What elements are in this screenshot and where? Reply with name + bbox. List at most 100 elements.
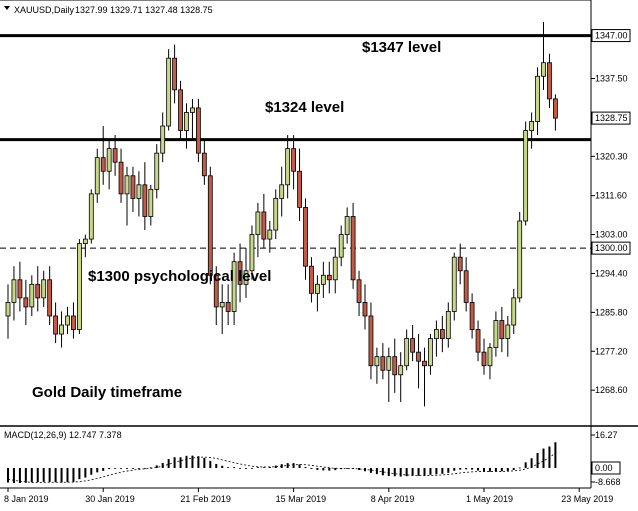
candle-body bbox=[517, 220, 523, 299]
macd-bar bbox=[453, 468, 456, 471]
candle-body bbox=[243, 270, 249, 285]
macd-bar bbox=[524, 462, 527, 468]
macd-bar bbox=[245, 468, 247, 469]
macd-bar bbox=[239, 468, 242, 469]
candle-body bbox=[118, 161, 124, 195]
date-tick-label: 8 Jan 2019 bbox=[4, 494, 49, 504]
macd-bar bbox=[215, 463, 218, 468]
candle-body bbox=[457, 256, 463, 272]
macd-bar bbox=[488, 468, 491, 472]
candle-body bbox=[41, 279, 47, 299]
candle-body bbox=[481, 351, 487, 367]
macd-bar bbox=[78, 468, 81, 480]
macd-bar bbox=[417, 468, 420, 476]
macd-bar bbox=[54, 468, 57, 483]
price-axis: 1347.00 1337.50 1328.75 1320.30 1311.60 1303.… bbox=[591, 29, 631, 395]
candle-body bbox=[553, 98, 558, 119]
macd-label: MACD(12,26,9) 12.747 7.378 bbox=[4, 430, 122, 440]
macd-bar bbox=[346, 468, 349, 469]
candle-body bbox=[451, 256, 457, 312]
macd-bar bbox=[131, 468, 134, 469]
macd-bar bbox=[227, 467, 230, 468]
macd-bar bbox=[197, 456, 200, 468]
macd-bar bbox=[393, 468, 396, 477]
candle-body bbox=[207, 175, 213, 276]
candle-body bbox=[130, 175, 136, 199]
macd-bar bbox=[322, 468, 325, 471]
candle-body bbox=[29, 283, 35, 308]
macd-bar bbox=[274, 465, 277, 468]
candle-body bbox=[219, 302, 225, 308]
macd-bar bbox=[84, 468, 87, 478]
macd-bar bbox=[209, 460, 212, 468]
macd-bar bbox=[256, 467, 259, 468]
macd-bar bbox=[185, 455, 188, 468]
macd-bar bbox=[42, 468, 45, 482]
header: XAUUSD,Daily 1327.99 1329.71 1327.48 132… bbox=[4, 5, 213, 15]
candle-body bbox=[285, 148, 291, 186]
collapse-triangle-icon[interactable] bbox=[4, 6, 10, 10]
macd-tick-label: 0.00 bbox=[595, 463, 613, 473]
candle-body bbox=[475, 329, 481, 353]
macd-bar bbox=[221, 465, 224, 468]
candle-body bbox=[237, 261, 243, 285]
candle-body bbox=[77, 243, 82, 330]
candle-body bbox=[11, 279, 17, 303]
macd-bar bbox=[250, 468, 253, 469]
macd-bar bbox=[441, 468, 444, 474]
macd-bar bbox=[405, 468, 408, 477]
candle-body bbox=[100, 157, 106, 172]
candle-body bbox=[380, 356, 386, 371]
macd-bar bbox=[12, 468, 15, 484]
macd-bar bbox=[399, 468, 402, 477]
candle-body bbox=[410, 338, 416, 353]
macd-bar bbox=[137, 468, 140, 469]
macd-bar bbox=[36, 468, 39, 483]
macd-bar bbox=[108, 468, 111, 470]
candle-body bbox=[392, 356, 398, 376]
candle-body bbox=[356, 279, 362, 303]
macd-bar bbox=[203, 457, 206, 468]
candle-body bbox=[59, 324, 64, 335]
macd-bar bbox=[542, 448, 545, 468]
candle-body bbox=[82, 238, 88, 245]
macd-bar bbox=[358, 468, 361, 470]
macd-bar bbox=[554, 442, 557, 468]
macd-tick-label: 16.27 bbox=[595, 430, 618, 440]
candle-body bbox=[124, 175, 130, 195]
macd-bar bbox=[411, 468, 414, 476]
price-tick-label: 1311.60 bbox=[595, 191, 627, 201]
macd-bar bbox=[304, 466, 307, 468]
candle-body bbox=[184, 112, 189, 131]
candle-body bbox=[398, 365, 404, 376]
price-tick-label: 1277.20 bbox=[595, 346, 628, 356]
macd-bar bbox=[292, 463, 295, 468]
macd-bar bbox=[518, 467, 521, 469]
candle-body bbox=[225, 302, 231, 312]
candle-body bbox=[94, 157, 100, 195]
candle-body bbox=[17, 279, 23, 299]
date-tick-label: 30 Jan 2019 bbox=[85, 494, 135, 504]
macd-axis: 16.27 0.00 -8.668 bbox=[591, 430, 621, 487]
macd-label-box bbox=[591, 461, 621, 475]
macd-bar bbox=[66, 468, 69, 483]
candle-body bbox=[112, 148, 118, 163]
candle-body bbox=[416, 351, 421, 362]
price-tick-label: 1320.30 bbox=[595, 151, 628, 161]
macd-bar bbox=[500, 468, 503, 472]
candle-body bbox=[53, 315, 58, 335]
macd-bar bbox=[310, 468, 313, 469]
macd-bar bbox=[262, 467, 265, 468]
candle-body bbox=[541, 62, 546, 77]
macd-bar bbox=[24, 468, 27, 483]
date-tick-label: 15 Mar 2019 bbox=[276, 494, 327, 504]
macd-bar bbox=[512, 468, 515, 470]
macd-bar bbox=[328, 468, 331, 471]
macd-bar bbox=[316, 468, 319, 470]
macd-bar bbox=[143, 468, 146, 469]
candle-body bbox=[136, 184, 142, 199]
price-tick-label: 1303.00 bbox=[595, 230, 628, 240]
macd-bar bbox=[114, 468, 117, 469]
macd-bar bbox=[423, 468, 426, 476]
